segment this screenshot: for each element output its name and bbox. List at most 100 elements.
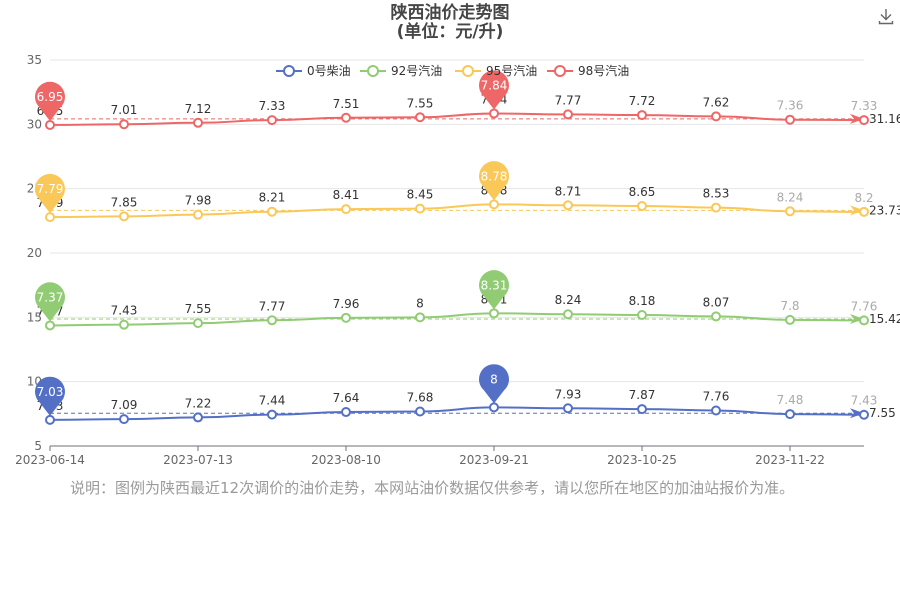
data-point [45,119,55,130]
data-point [563,309,573,320]
data-label: 7.8 [780,299,799,313]
data-label: 8.65 [629,185,656,199]
max-marker-label: 8.31 [481,278,508,292]
data-point [711,311,721,322]
data-point [415,203,425,214]
series-line [49,312,865,327]
data-label: 8.24 [777,190,804,204]
x-tick-label: 2023-11-22 [755,453,825,467]
x-tick-label: 2023-07-13 [163,453,233,467]
max-marker [479,364,510,404]
data-point [193,209,203,220]
data-point [415,406,425,417]
legend-label: 95号汽油 [486,63,537,78]
data-point [563,109,573,120]
chart-subtitle-text: (单位：元/升) [396,22,504,42]
average-line-label: 7.55 [869,406,896,420]
data-label: 7.55 [185,302,212,316]
y-tick-label: 20 [27,246,42,260]
data-label: 8.53 [703,187,730,201]
data-point [859,315,869,326]
average-line-arrow [850,408,864,419]
data-point [859,206,869,217]
data-point [193,117,203,128]
max-min-markers: 8 7.03 8.31 7.37 8.78 7.79 7.84 6.95 [35,70,510,416]
chart-grid [50,59,864,383]
data-point [711,111,721,122]
y-tick-label: 5 [34,439,42,453]
data-point [637,310,647,321]
data-point [785,314,795,325]
legend-symbol [554,65,566,77]
chart-legend: 0号柴油 92号汽油 95号汽油 98号汽油 [276,63,629,78]
series-line [49,203,865,219]
data-point [711,202,721,213]
data-point [341,312,351,323]
legend-symbol [283,65,295,77]
min-marker [35,376,65,416]
data-point [45,212,55,223]
legend-symbol [462,65,474,77]
data-label: 8 [416,296,424,310]
data-point [637,110,647,121]
x-axis: 2023-06-14 2023-07-13 2023-08-10 2023-09-21… [15,445,864,467]
data-label: 7.44 [259,394,286,408]
data-point [489,199,499,210]
data-label: 7.51 [333,97,360,111]
data-label: 7.85 [111,195,138,209]
data-label: 7.01 [111,103,138,117]
max-marker-label: 8.78 [481,169,508,183]
download-icon [878,9,894,25]
data-point [489,402,499,413]
max-marker-label: 8 [490,372,498,386]
data-label: 8.21 [259,191,286,205]
min-marker-label: 7.79 [37,182,64,196]
data-point [119,414,129,425]
chart-title-text: 陕西油价走势图 [390,3,510,23]
average-line-arrow [850,314,864,325]
data-label: 7.33 [851,99,878,113]
data-point [415,312,425,323]
data-label: 7.96 [333,297,360,311]
legend-symbol [367,65,379,77]
data-point [267,315,277,326]
data-point [341,204,351,215]
average-line-arrow [850,113,864,124]
data-label: 7.22 [185,396,212,410]
data-point [267,409,277,420]
data-label: 7.43 [851,394,878,408]
data-label: 7.62 [703,95,730,109]
series-line [49,112,865,126]
data-label: 7.36 [777,99,804,113]
y-tick-label: 30 [27,117,42,131]
data-point [267,206,277,217]
min-marker [35,173,65,214]
data-label: 7.64 [333,391,360,405]
min-marker [35,282,65,322]
data-point [267,115,277,126]
data-label: 8.07 [703,295,730,309]
data-point [415,112,425,123]
min-marker [35,81,65,121]
data-label: 8.41 [333,188,360,202]
data-point [785,409,795,420]
data-label: 7.77 [555,93,582,107]
x-tick-label: 2023-09-21 [459,453,529,467]
max-marker [478,270,509,310]
data-label: 8.18 [629,294,656,308]
data-label: 7.87 [629,388,656,402]
legend-label: 0号柴油 [307,64,351,78]
download-button[interactable] [876,6,896,26]
data-point [563,200,573,211]
data-label: 7.98 [185,194,212,208]
series-line [49,406,865,421]
data-point [341,407,351,418]
data-point [489,308,499,319]
average-line-label: 15.42 [869,312,900,326]
data-label: 7.93 [555,387,582,401]
data-point [859,409,869,420]
min-marker-label: 6.95 [37,90,64,104]
data-label: 7.33 [259,99,286,113]
data-label: 7.76 [851,299,878,313]
average-lines: 7.55 15.42 23.73 31.16 [50,112,900,420]
